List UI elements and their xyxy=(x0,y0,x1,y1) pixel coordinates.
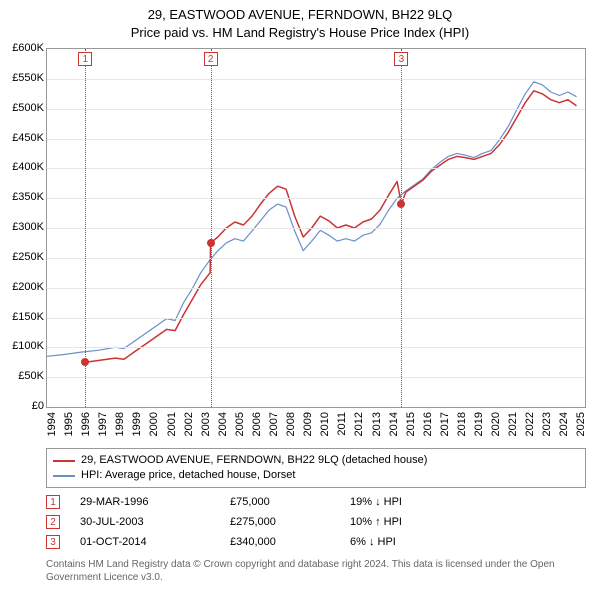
event-row: 2 30-JUL-2003£275,00010% ↑ HPI xyxy=(46,512,586,532)
x-tick-label: 2006 xyxy=(251,412,263,442)
y-tick-label: £300K xyxy=(12,221,44,233)
legend-label-property: 29, EASTWOOD AVENUE, FERNDOWN, BH22 9LQ … xyxy=(81,453,427,468)
y-tick-label: £500K xyxy=(12,102,44,114)
x-tick-label: 2011 xyxy=(336,412,348,442)
x-tick-label: 2016 xyxy=(422,412,434,442)
plot-area: 1 2 3 xyxy=(46,48,586,408)
footnote: Contains HM Land Registry data © Crown c… xyxy=(46,558,586,584)
event-price: £340,000 xyxy=(230,536,350,548)
x-tick-label: 2012 xyxy=(353,412,365,442)
x-tick-label: 2022 xyxy=(524,412,536,442)
x-tick-label: 2013 xyxy=(371,412,383,442)
event-date: 01-OCT-2014 xyxy=(80,536,230,548)
x-tick-label: 2014 xyxy=(388,412,400,442)
event-price: £275,000 xyxy=(230,516,350,528)
event-row: 1 29-MAR-1996£75,00019% ↓ HPI xyxy=(46,492,586,512)
x-tick-label: 2015 xyxy=(405,412,417,442)
event-badge: 2 xyxy=(204,52,218,66)
title-address: 29, EASTWOOD AVENUE, FERNDOWN, BH22 9LQ xyxy=(0,6,600,24)
event-marker xyxy=(81,358,89,366)
event-row-badge: 3 xyxy=(46,535,60,549)
x-tick-label: 2002 xyxy=(183,412,195,442)
event-badge: 3 xyxy=(394,52,408,66)
x-axis-labels: 1994 1995 1996 1997 1998 1999 2000 2001 2002 2003… xyxy=(0,410,600,450)
event-badge: 1 xyxy=(78,52,92,66)
legend-label-hpi: HPI: Average price, detached house, Dors… xyxy=(81,468,295,483)
legend-swatch-property xyxy=(53,460,75,462)
gridline xyxy=(47,318,585,319)
title-block: 29, EASTWOOD AVENUE, FERNDOWN, BH22 9LQ … xyxy=(0,0,600,42)
event-marker xyxy=(397,200,405,208)
gridline xyxy=(47,198,585,199)
event-delta: 6% ↓ HPI xyxy=(350,536,396,548)
gridline xyxy=(47,139,585,140)
gridline xyxy=(47,168,585,169)
y-tick-label: £150K xyxy=(12,311,44,323)
event-guideline xyxy=(401,49,402,407)
gridline xyxy=(47,258,585,259)
x-tick-label: 1995 xyxy=(63,412,75,442)
x-tick-label: 2025 xyxy=(575,412,587,442)
x-tick-label: 2024 xyxy=(558,412,570,442)
x-tick-label: 2008 xyxy=(285,412,297,442)
y-tick-label: £250K xyxy=(12,251,44,263)
x-tick-label: 1997 xyxy=(97,412,109,442)
x-tick-label: 1994 xyxy=(46,412,58,442)
legend-row-hpi: HPI: Average price, detached house, Dors… xyxy=(53,468,579,483)
events-list: 1 29-MAR-1996£75,00019% ↓ HPI 2 30-JUL-2003… xyxy=(46,492,586,552)
y-tick-label: £200K xyxy=(12,281,44,293)
x-tick-label: 2004 xyxy=(217,412,229,442)
legend: 29, EASTWOOD AVENUE, FERNDOWN, BH22 9LQ … xyxy=(46,448,586,488)
x-tick-label: 2000 xyxy=(148,412,160,442)
x-tick-label: 1998 xyxy=(114,412,126,442)
event-date: 29-MAR-1996 xyxy=(80,496,230,508)
y-tick-label: £50K xyxy=(18,370,44,382)
legend-swatch-hpi xyxy=(53,475,75,477)
title-subtitle: Price paid vs. HM Land Registry's House … xyxy=(0,24,600,42)
event-delta: 10% ↑ HPI xyxy=(350,516,402,528)
event-row: 3 01-OCT-2014£340,0006% ↓ HPI xyxy=(46,532,586,552)
gridline xyxy=(47,79,585,80)
event-price: £75,000 xyxy=(230,496,350,508)
gridline xyxy=(47,109,585,110)
x-tick-label: 1999 xyxy=(131,412,143,442)
x-tick-label: 2018 xyxy=(456,412,468,442)
y-tick-label: £100K xyxy=(12,340,44,352)
x-tick-label: 2007 xyxy=(268,412,280,442)
x-tick-label: 2020 xyxy=(490,412,502,442)
y-tick-label: £550K xyxy=(12,72,44,84)
gridline xyxy=(47,377,585,378)
x-tick-label: 2023 xyxy=(541,412,553,442)
y-tick-label: £350K xyxy=(12,191,44,203)
event-guideline xyxy=(211,49,212,407)
y-tick-label: £600K xyxy=(12,42,44,54)
event-date: 30-JUL-2003 xyxy=(80,516,230,528)
x-tick-label: 2010 xyxy=(319,412,331,442)
gridline xyxy=(47,228,585,229)
x-tick-label: 2003 xyxy=(200,412,212,442)
x-tick-label: 2001 xyxy=(166,412,178,442)
gridline xyxy=(47,347,585,348)
x-tick-label: 1996 xyxy=(80,412,92,442)
y-tick-label: £400K xyxy=(12,161,44,173)
event-delta: 19% ↓ HPI xyxy=(350,496,402,508)
gridline xyxy=(47,288,585,289)
x-tick-label: 2009 xyxy=(302,412,314,442)
chart-container: 29, EASTWOOD AVENUE, FERNDOWN, BH22 9LQ … xyxy=(0,0,600,590)
y-tick-label: £450K xyxy=(12,132,44,144)
x-tick-label: 2017 xyxy=(439,412,451,442)
x-tick-label: 2019 xyxy=(473,412,485,442)
event-row-badge: 2 xyxy=(46,515,60,529)
y-tick-label: £0 xyxy=(32,400,44,412)
event-row-badge: 1 xyxy=(46,495,60,509)
x-tick-label: 2005 xyxy=(234,412,246,442)
event-guideline xyxy=(85,49,86,407)
event-marker xyxy=(207,239,215,247)
x-tick-label: 2021 xyxy=(507,412,519,442)
legend-row-property: 29, EASTWOOD AVENUE, FERNDOWN, BH22 9LQ … xyxy=(53,453,579,468)
